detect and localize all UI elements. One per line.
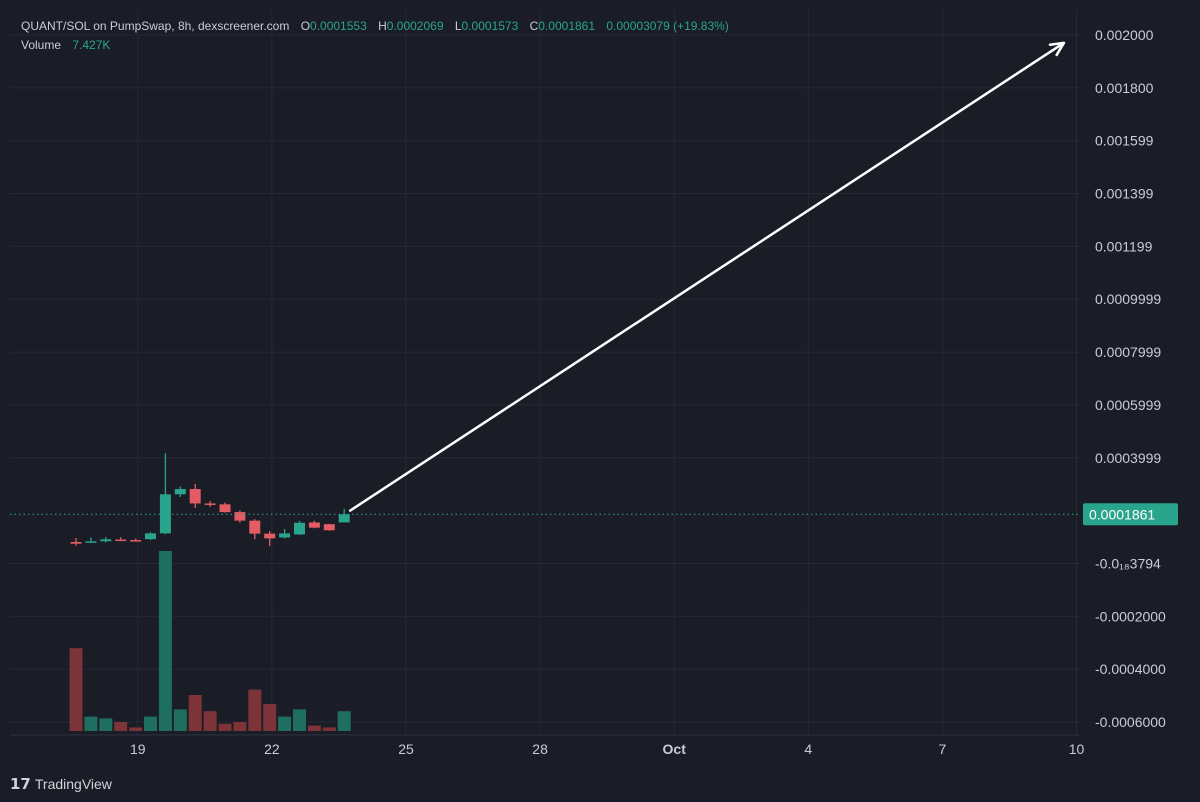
tradingview-logo-text: TradingView: [34, 776, 112, 792]
volume-bars: [69, 551, 351, 731]
close-value: 0.0001861: [538, 19, 596, 33]
candle-body: [70, 542, 82, 544]
volume-bar: [263, 704, 277, 731]
time-tick-label: 22: [264, 741, 280, 757]
time-tick-label: 4: [804, 741, 812, 757]
price-tick-label: 0.001599: [1095, 133, 1154, 149]
arrow-shaft: [348, 41, 1066, 512]
volume-bar: [188, 695, 202, 731]
candle-body: [204, 503, 216, 505]
last-price-label: 0.0001861: [1089, 506, 1155, 522]
candle-body: [308, 522, 320, 528]
volume-value: 7.427K: [72, 38, 111, 52]
price-tick-label: -0.0002000: [1095, 608, 1166, 624]
volume-bar: [129, 727, 143, 731]
price-tick-label: 0.001199: [1095, 238, 1153, 254]
open-value: 0.0001553: [310, 19, 367, 33]
low-key: L: [454, 19, 462, 33]
candle-body: [234, 512, 246, 521]
candle-body: [338, 514, 350, 523]
volume-bar: [248, 689, 262, 731]
high-key: H: [378, 19, 387, 33]
candle-body: [159, 494, 171, 534]
volume-bar: [322, 727, 336, 731]
volume-key: Volume: [21, 38, 62, 52]
time-tick-label: 10: [1069, 741, 1085, 757]
tradingview-logo-icon: 𝟭𝟳: [10, 776, 31, 793]
candle-body: [115, 539, 127, 542]
volume-bar: [114, 722, 128, 731]
volume-bar: [337, 711, 351, 731]
volume-bar: [278, 716, 292, 731]
trend-arrow-drawing[interactable]: [348, 41, 1066, 512]
time-axis[interactable]: 19 22 25 28 Oct 4 7 10: [130, 741, 1084, 757]
candle-body: [100, 539, 112, 542]
close-key: C: [529, 19, 539, 33]
pair-label: QUANT/SOL on PumpSwap, 8h, dexscreener.c…: [21, 19, 290, 33]
volume-bar: [203, 711, 217, 731]
last-price-badge: 0.0001861: [1083, 503, 1178, 526]
open-key: O: [300, 19, 311, 33]
candles: [70, 453, 350, 547]
change-value: 0.00003079 (+19.83%): [606, 19, 729, 33]
ohlc-legend: QUANT/SOL on PumpSwap, 8h, dexscreener.c…: [21, 19, 729, 33]
price-tick-label: -0.0004000: [1095, 661, 1166, 677]
volume-bar: [69, 648, 83, 731]
time-tick-label: 28: [532, 741, 548, 757]
price-tick-label: 0.0003999: [1095, 450, 1161, 466]
volume-bar: [99, 718, 113, 731]
volume-bar: [293, 709, 306, 731]
price-axis[interactable]: 0.002000 0.001800 0.001599 0.001399 0.001199…: [1095, 27, 1166, 730]
candle-body: [279, 533, 291, 538]
volume-bar: [233, 722, 247, 731]
arrow-head: [1048, 41, 1066, 57]
candle-body: [294, 522, 305, 535]
tradingview-logo[interactable]: 𝟭𝟳 TradingView: [10, 775, 112, 793]
candle-body: [219, 504, 231, 513]
volume-bar: [158, 551, 172, 731]
volume-legend: Volume 7.427K: [21, 38, 110, 52]
price-tick-label: -0.0006000: [1095, 714, 1166, 730]
time-tick-label: 19: [130, 741, 146, 757]
price-tick-label: 0.0009999: [1095, 291, 1161, 307]
grid: [10, 10, 1080, 736]
price-tick-label: 0.0005999: [1095, 397, 1161, 413]
price-tick-label: 0.001399: [1095, 186, 1154, 202]
price-tick-label: 0.002000: [1095, 27, 1154, 43]
candle-body: [264, 533, 276, 539]
candle-body: [145, 533, 156, 540]
low-value: 0.0001573: [461, 19, 519, 33]
time-tick-label: 7: [939, 741, 947, 757]
candle-body: [249, 520, 261, 534]
time-tick-label: Oct: [663, 741, 687, 757]
volume-bar: [144, 716, 157, 731]
volume-bar: [218, 723, 232, 731]
volume-bar: [173, 709, 187, 731]
candle-body: [323, 524, 335, 531]
price-tick-label: -0.0₁₈3794: [1095, 555, 1161, 571]
time-tick-label: 25: [398, 741, 414, 757]
volume-bar: [307, 725, 321, 731]
candle-body: [130, 540, 142, 542]
high-value: 0.0002069: [386, 19, 444, 33]
price-tick-label: 0.0007999: [1095, 344, 1161, 360]
volume-bar: [84, 716, 98, 731]
candle-body: [189, 489, 201, 504]
price-tick-label: 0.001800: [1095, 80, 1154, 96]
candle-body: [85, 541, 97, 543]
candle-body: [174, 489, 186, 495]
